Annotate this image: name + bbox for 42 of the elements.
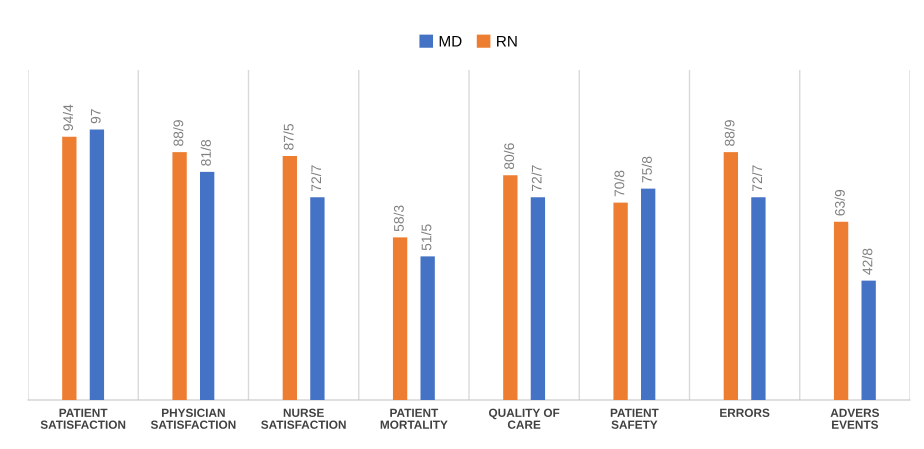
x-tick-label: PATIENT SAFETY <box>610 408 659 429</box>
x-tick-label: ERRORS <box>720 408 770 418</box>
data-label: 97 <box>90 109 101 124</box>
bar <box>834 222 848 400</box>
bar <box>420 256 435 400</box>
data-label: 72/7 <box>310 165 322 192</box>
data-label: 87/5 <box>283 124 294 150</box>
data-label: 81/8 <box>200 140 211 166</box>
data-label: 80/6 <box>504 143 514 170</box>
bar <box>861 280 876 400</box>
data-label: 58/3 <box>394 205 404 232</box>
bar <box>530 197 546 400</box>
x-tick-label: PHYSICIAN SATISFACTION <box>150 408 236 429</box>
data-label: 72/7 <box>531 165 542 192</box>
bar <box>282 156 298 400</box>
bar <box>172 152 187 400</box>
bar <box>751 197 766 400</box>
x-tick-label: PATIENT SATISFACTION <box>40 408 126 429</box>
data-label: 42/8 <box>862 248 872 275</box>
x-tick-label: NURSE SATISFACTION <box>261 408 346 429</box>
data-label: 75/8 <box>642 156 652 182</box>
bar <box>310 197 325 400</box>
bar <box>640 188 656 400</box>
data-label: 70/8 <box>614 170 624 196</box>
data-label: 72/7 <box>752 165 762 192</box>
data-label: 88/9 <box>173 120 184 146</box>
legend-label: RN <box>497 36 517 46</box>
bar <box>200 172 214 400</box>
bar <box>613 202 628 400</box>
data-label: 63/9 <box>834 190 845 216</box>
x-tick-label: QUALITY OF CARE <box>488 408 560 429</box>
data-label: 88/9 <box>724 120 735 146</box>
bar <box>503 175 518 400</box>
data-label: 94/4 <box>62 104 74 131</box>
data-label: 51/5 <box>421 224 432 250</box>
bar <box>392 237 408 400</box>
legend-label: MD <box>440 36 462 46</box>
bar <box>62 136 77 400</box>
x-tick-label: ADVERS EVENTS <box>830 408 880 429</box>
bar <box>724 152 738 400</box>
bar <box>90 130 104 400</box>
x-tick-label: PATIENT MORTALITY <box>380 408 448 429</box>
